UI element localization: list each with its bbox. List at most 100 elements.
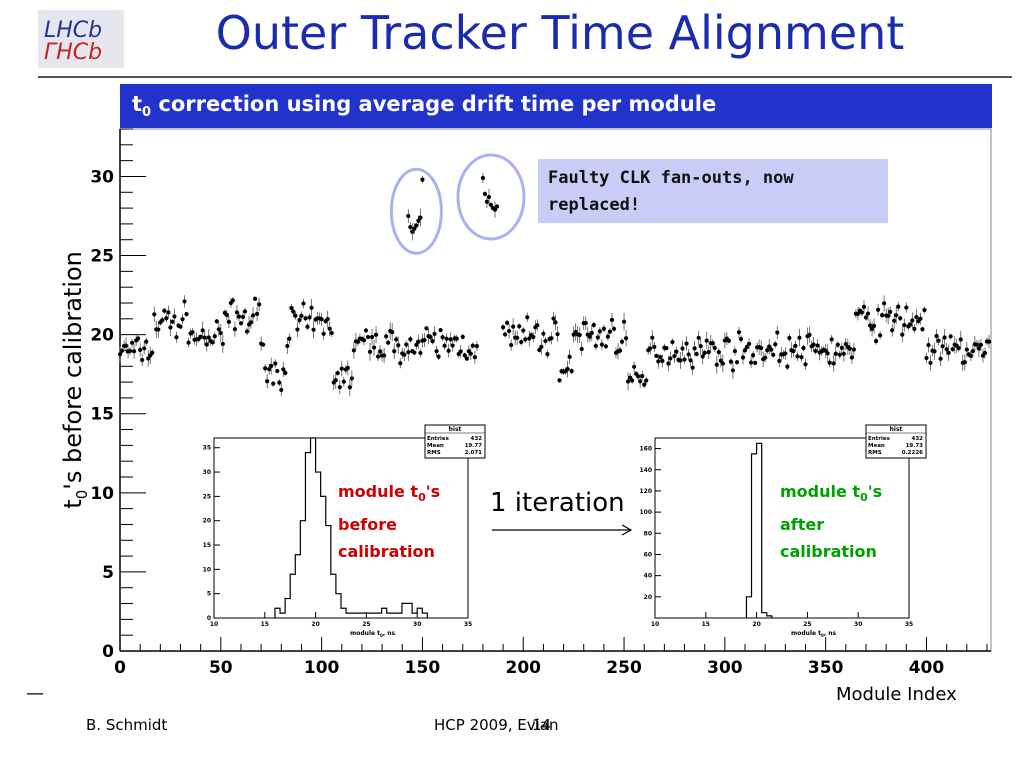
data-point [974,342,979,347]
data-point [636,374,641,379]
hist-y-tick-label: 35 [203,445,211,452]
data-point [650,335,655,340]
data-point [621,319,627,324]
x-tick-label: 200 [505,658,541,678]
data-point [617,348,623,353]
x-tick-label: 300 [707,658,743,678]
ylabel-sub: 0 [72,489,91,500]
before-l2: before [338,515,397,535]
data-point [827,360,832,365]
data-point [210,340,215,345]
data-point [652,344,657,350]
x-tick-label: 100 [304,658,340,678]
data-point [464,356,469,361]
data-point [416,218,421,223]
data-point [795,354,800,359]
data-point [873,339,879,344]
data-point [255,311,260,317]
data-point [345,365,350,370]
x-axis-label: Module Index [836,684,957,705]
data-point [152,312,157,317]
data-point [392,349,397,354]
hist-y-tick-label: 25 [203,493,211,500]
data-point [519,339,524,345]
data-point [303,316,308,321]
data-point [742,348,748,353]
hist-frame-after [654,437,910,619]
data-point [424,326,429,331]
data-point [198,334,203,339]
data-point [882,301,887,306]
data-point [732,349,738,354]
data-point [738,336,744,342]
data-point [753,360,758,365]
banner-t: t [132,92,143,116]
data-point [418,350,423,356]
data-point [523,337,528,342]
after-sub: 0 [860,491,868,505]
data-point [174,335,179,340]
data-point [694,351,699,357]
data-point [549,336,554,341]
data-point [962,360,967,365]
data-point [410,229,415,234]
hist-y-tick-label: 5 [207,591,211,598]
data-point [428,334,433,340]
hist-y-tick-label: 120 [639,488,652,495]
data-point [839,345,844,350]
data-point [793,343,798,348]
data-point [234,310,240,315]
data-point [539,344,544,349]
data-point [837,352,842,357]
data-point [692,346,697,351]
data-point [275,368,280,374]
data-point [642,382,647,387]
data-point [442,343,447,348]
data-point [492,207,498,212]
data-point [714,362,719,367]
after-l2: after [780,515,825,535]
data-point [257,302,262,307]
data-point [242,309,248,314]
data-point [119,348,125,353]
data-point [678,358,683,363]
data-point [166,310,171,315]
data-point [698,344,703,349]
data-point [432,331,437,336]
y-tick-label: 5 [102,563,114,583]
data-point [803,362,808,367]
data-point [777,358,782,364]
data-point [668,356,673,361]
before-l1: module t [338,482,419,501]
data-point [450,343,455,348]
data-point [672,353,677,359]
data-point [785,364,790,369]
data-point [236,314,242,319]
data-point [736,330,742,335]
before-label: module t0's before calibration [338,478,440,565]
data-point [801,345,806,351]
data-point [420,177,425,182]
data-point [250,313,256,318]
data-point [942,335,947,340]
data-point [896,304,901,309]
dash-mark: — [26,683,44,704]
data-point [371,345,377,350]
data-point [710,341,715,346]
data-point [688,358,693,363]
data-point [138,347,143,352]
x-tick-label: 250 [606,658,642,678]
data-point [418,215,423,220]
data-point [468,351,473,356]
data-point [583,320,588,326]
data-point [686,352,691,357]
data-point [855,311,861,316]
data-point [922,307,927,313]
data-point [486,194,492,200]
data-point [543,338,548,344]
data-point [414,223,419,228]
data-point [531,334,536,340]
data-point [212,334,217,339]
data-point [706,350,711,355]
data-point [630,378,635,383]
